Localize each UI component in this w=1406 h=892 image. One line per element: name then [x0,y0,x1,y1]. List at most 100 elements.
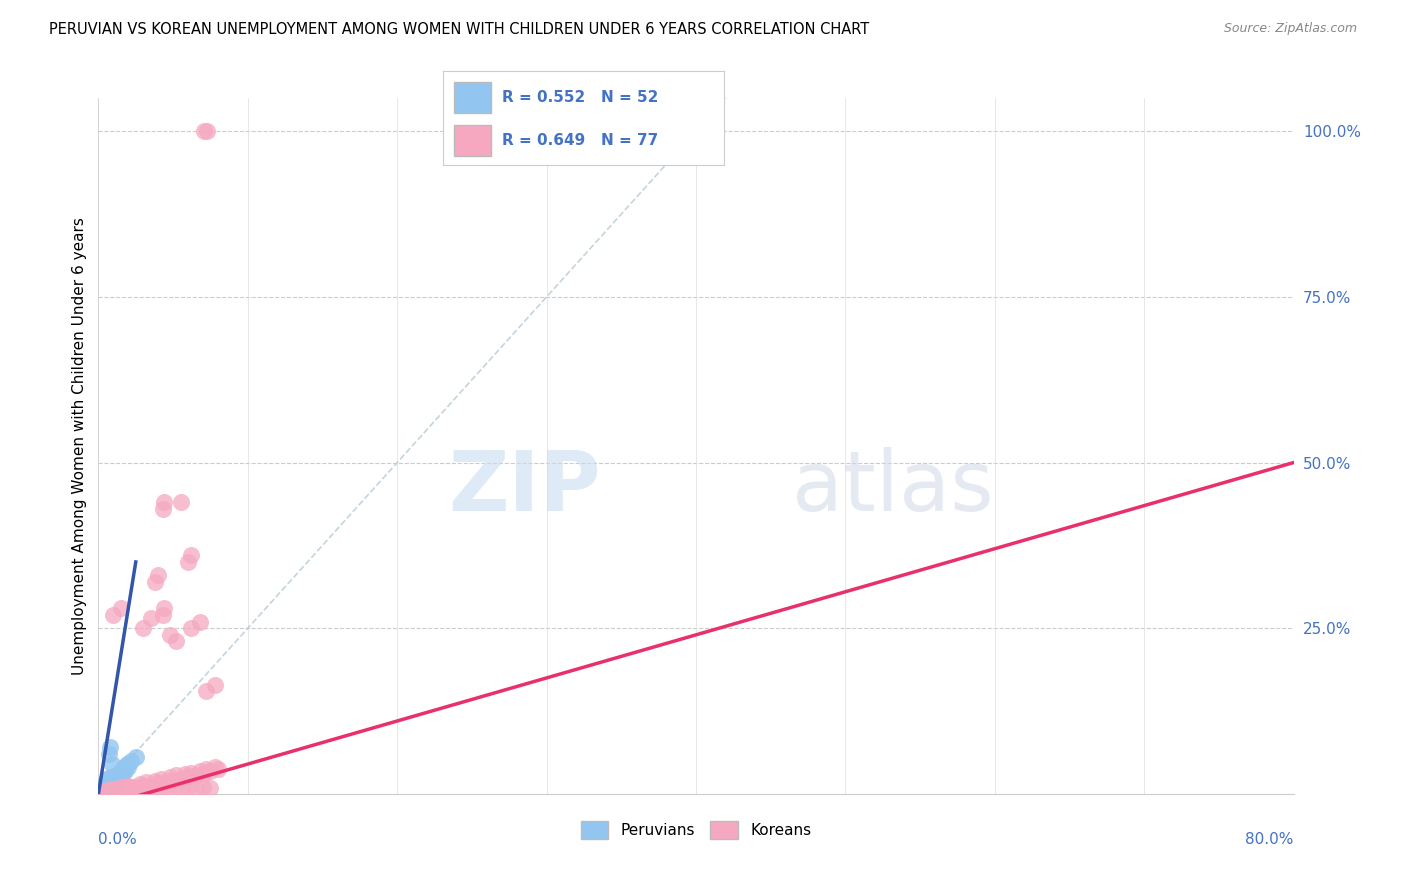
Point [94,775,117,789]
Point [150,772,173,787]
Point [139,781,162,796]
Point [108,767,131,781]
Text: ZIP: ZIP [449,447,600,528]
Point [96,780,118,795]
Point [107,782,129,797]
Point [96,772,118,787]
Point [115,757,138,772]
Point [169,495,191,509]
Point [89,785,111,799]
Point [195,762,218,776]
Point [94,781,117,796]
Point [112,780,135,795]
Point [204,677,226,691]
Point [169,781,191,796]
Point [94,779,117,793]
Point [104,779,127,793]
Point [195,684,218,698]
Point [110,781,132,796]
Point [97,777,120,791]
Point [97,773,120,788]
Point [148,568,170,582]
Point [115,780,138,795]
Point [165,634,187,648]
Point [90,786,112,800]
Point [105,768,128,782]
Point [148,776,170,790]
Point [125,750,148,764]
Point [103,783,125,797]
Point [94,784,117,798]
Point [97,783,120,797]
Point [97,780,120,795]
Point [108,780,131,795]
Text: 0.0%: 0.0% [98,832,138,847]
Point [96,784,118,798]
Text: atlas: atlas [792,447,993,528]
Legend: Peruvians, Koreans: Peruvians, Koreans [575,814,817,846]
Point [165,768,187,782]
Point [174,767,197,781]
Y-axis label: Unemployment Among Women with Children Under 6 years: Unemployment Among Women with Children U… [72,217,87,675]
Point [89,786,111,800]
Point [125,780,148,795]
Point [103,781,125,796]
Point [125,783,148,797]
Point [103,777,125,791]
Point [191,767,214,781]
Point [152,502,174,516]
Point [91,781,114,796]
Point [91,785,114,799]
Point [98,770,122,784]
Point [188,615,211,629]
Point [162,773,184,788]
Point [98,740,122,755]
Point [111,780,134,795]
Text: 80.0%: 80.0% [1246,832,1294,847]
Point [120,754,142,768]
Point [98,777,122,791]
Point [200,764,222,778]
Point [98,783,122,797]
Text: Source: ZipAtlas.com: Source: ZipAtlas.com [1223,22,1357,36]
Point [132,782,155,797]
Point [90,783,112,797]
Point [200,780,222,795]
Point [132,621,155,635]
Point [103,607,125,622]
Point [101,773,124,788]
Point [110,601,132,615]
Point [91,786,114,800]
Point [96,783,118,797]
Text: R = 0.552   N = 52: R = 0.552 N = 52 [502,90,658,105]
Point [159,628,181,642]
Point [177,770,200,784]
Point [184,782,207,797]
Point [112,760,135,774]
FancyBboxPatch shape [454,125,491,156]
Point [153,495,176,509]
Point [101,782,124,797]
Point [90,785,112,799]
Point [153,601,176,615]
Point [89,786,111,800]
Point [104,772,127,787]
Point [91,783,114,797]
Point [111,767,134,781]
FancyBboxPatch shape [454,82,491,112]
Point [169,772,191,787]
Point [107,773,129,788]
Point [97,783,120,797]
Text: PERUVIAN VS KOREAN UNEMPLOYMENT AMONG WOMEN WITH CHILDREN UNDER 6 YEARS CORRELAT: PERUVIAN VS KOREAN UNEMPLOYMENT AMONG WO… [49,22,869,37]
Point [148,782,170,797]
Point [117,783,139,797]
Point [97,747,120,761]
Point [155,775,177,789]
Point [177,780,200,795]
Point [191,780,214,795]
Point [105,781,128,796]
Point [110,764,132,778]
Point [162,782,184,797]
Point [94,783,117,797]
Point [180,765,202,780]
